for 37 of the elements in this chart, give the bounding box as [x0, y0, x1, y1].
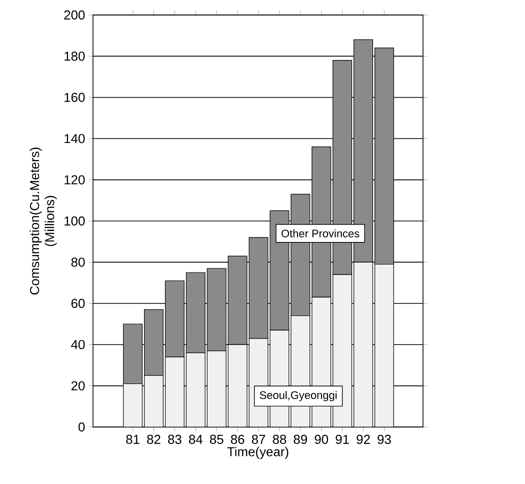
y-tick-label: 120 [64, 175, 85, 184]
y-tick-label: 80 [71, 258, 85, 267]
y-axis-title: Comsumption(Cu.Meters) [30, 148, 42, 294]
x-tick-label: 84 [189, 434, 202, 444]
series-label: Seoul,Gyeonggi [260, 390, 337, 402]
x-tick-label: 92 [356, 434, 370, 444]
bar [354, 262, 373, 427]
x-tick-label: 82 [147, 434, 160, 444]
bar [144, 376, 164, 427]
series-label: Other Provinces [282, 229, 360, 238]
x-tick-label: 83 [168, 434, 182, 444]
x-tick-label: 81 [126, 434, 140, 444]
x-axis-title: Time(year) [227, 446, 288, 459]
y-tick-label: 60 [71, 298, 85, 308]
y-tick-label: 40 [71, 340, 85, 350]
y-tick-label: 0 [78, 422, 85, 432]
x-tick-label: 88 [272, 434, 286, 444]
bar [165, 356, 184, 427]
bar [123, 384, 142, 427]
x-tick-label: 85 [210, 434, 224, 444]
x-tick-label: 91 [336, 434, 349, 444]
bar [228, 344, 247, 427]
y-tick-label: 200 [64, 10, 85, 20]
x-tick-label: 90 [314, 434, 328, 444]
bar [374, 264, 394, 427]
bar [207, 350, 226, 427]
x-tick-label: 89 [294, 434, 308, 444]
x-tick-label: 87 [252, 434, 266, 444]
x-tick-label: 86 [230, 434, 244, 444]
text: (Millions) [44, 196, 57, 246]
y-tick-label: 160 [64, 92, 85, 102]
y-tick-label: 100 [64, 216, 85, 226]
bar [186, 352, 206, 427]
y-tick-label: 180 [64, 52, 85, 61]
x-tick-label: 93 [378, 434, 391, 444]
y-tick-label: 20 [71, 381, 85, 390]
y-tick-label: 140 [64, 134, 85, 144]
